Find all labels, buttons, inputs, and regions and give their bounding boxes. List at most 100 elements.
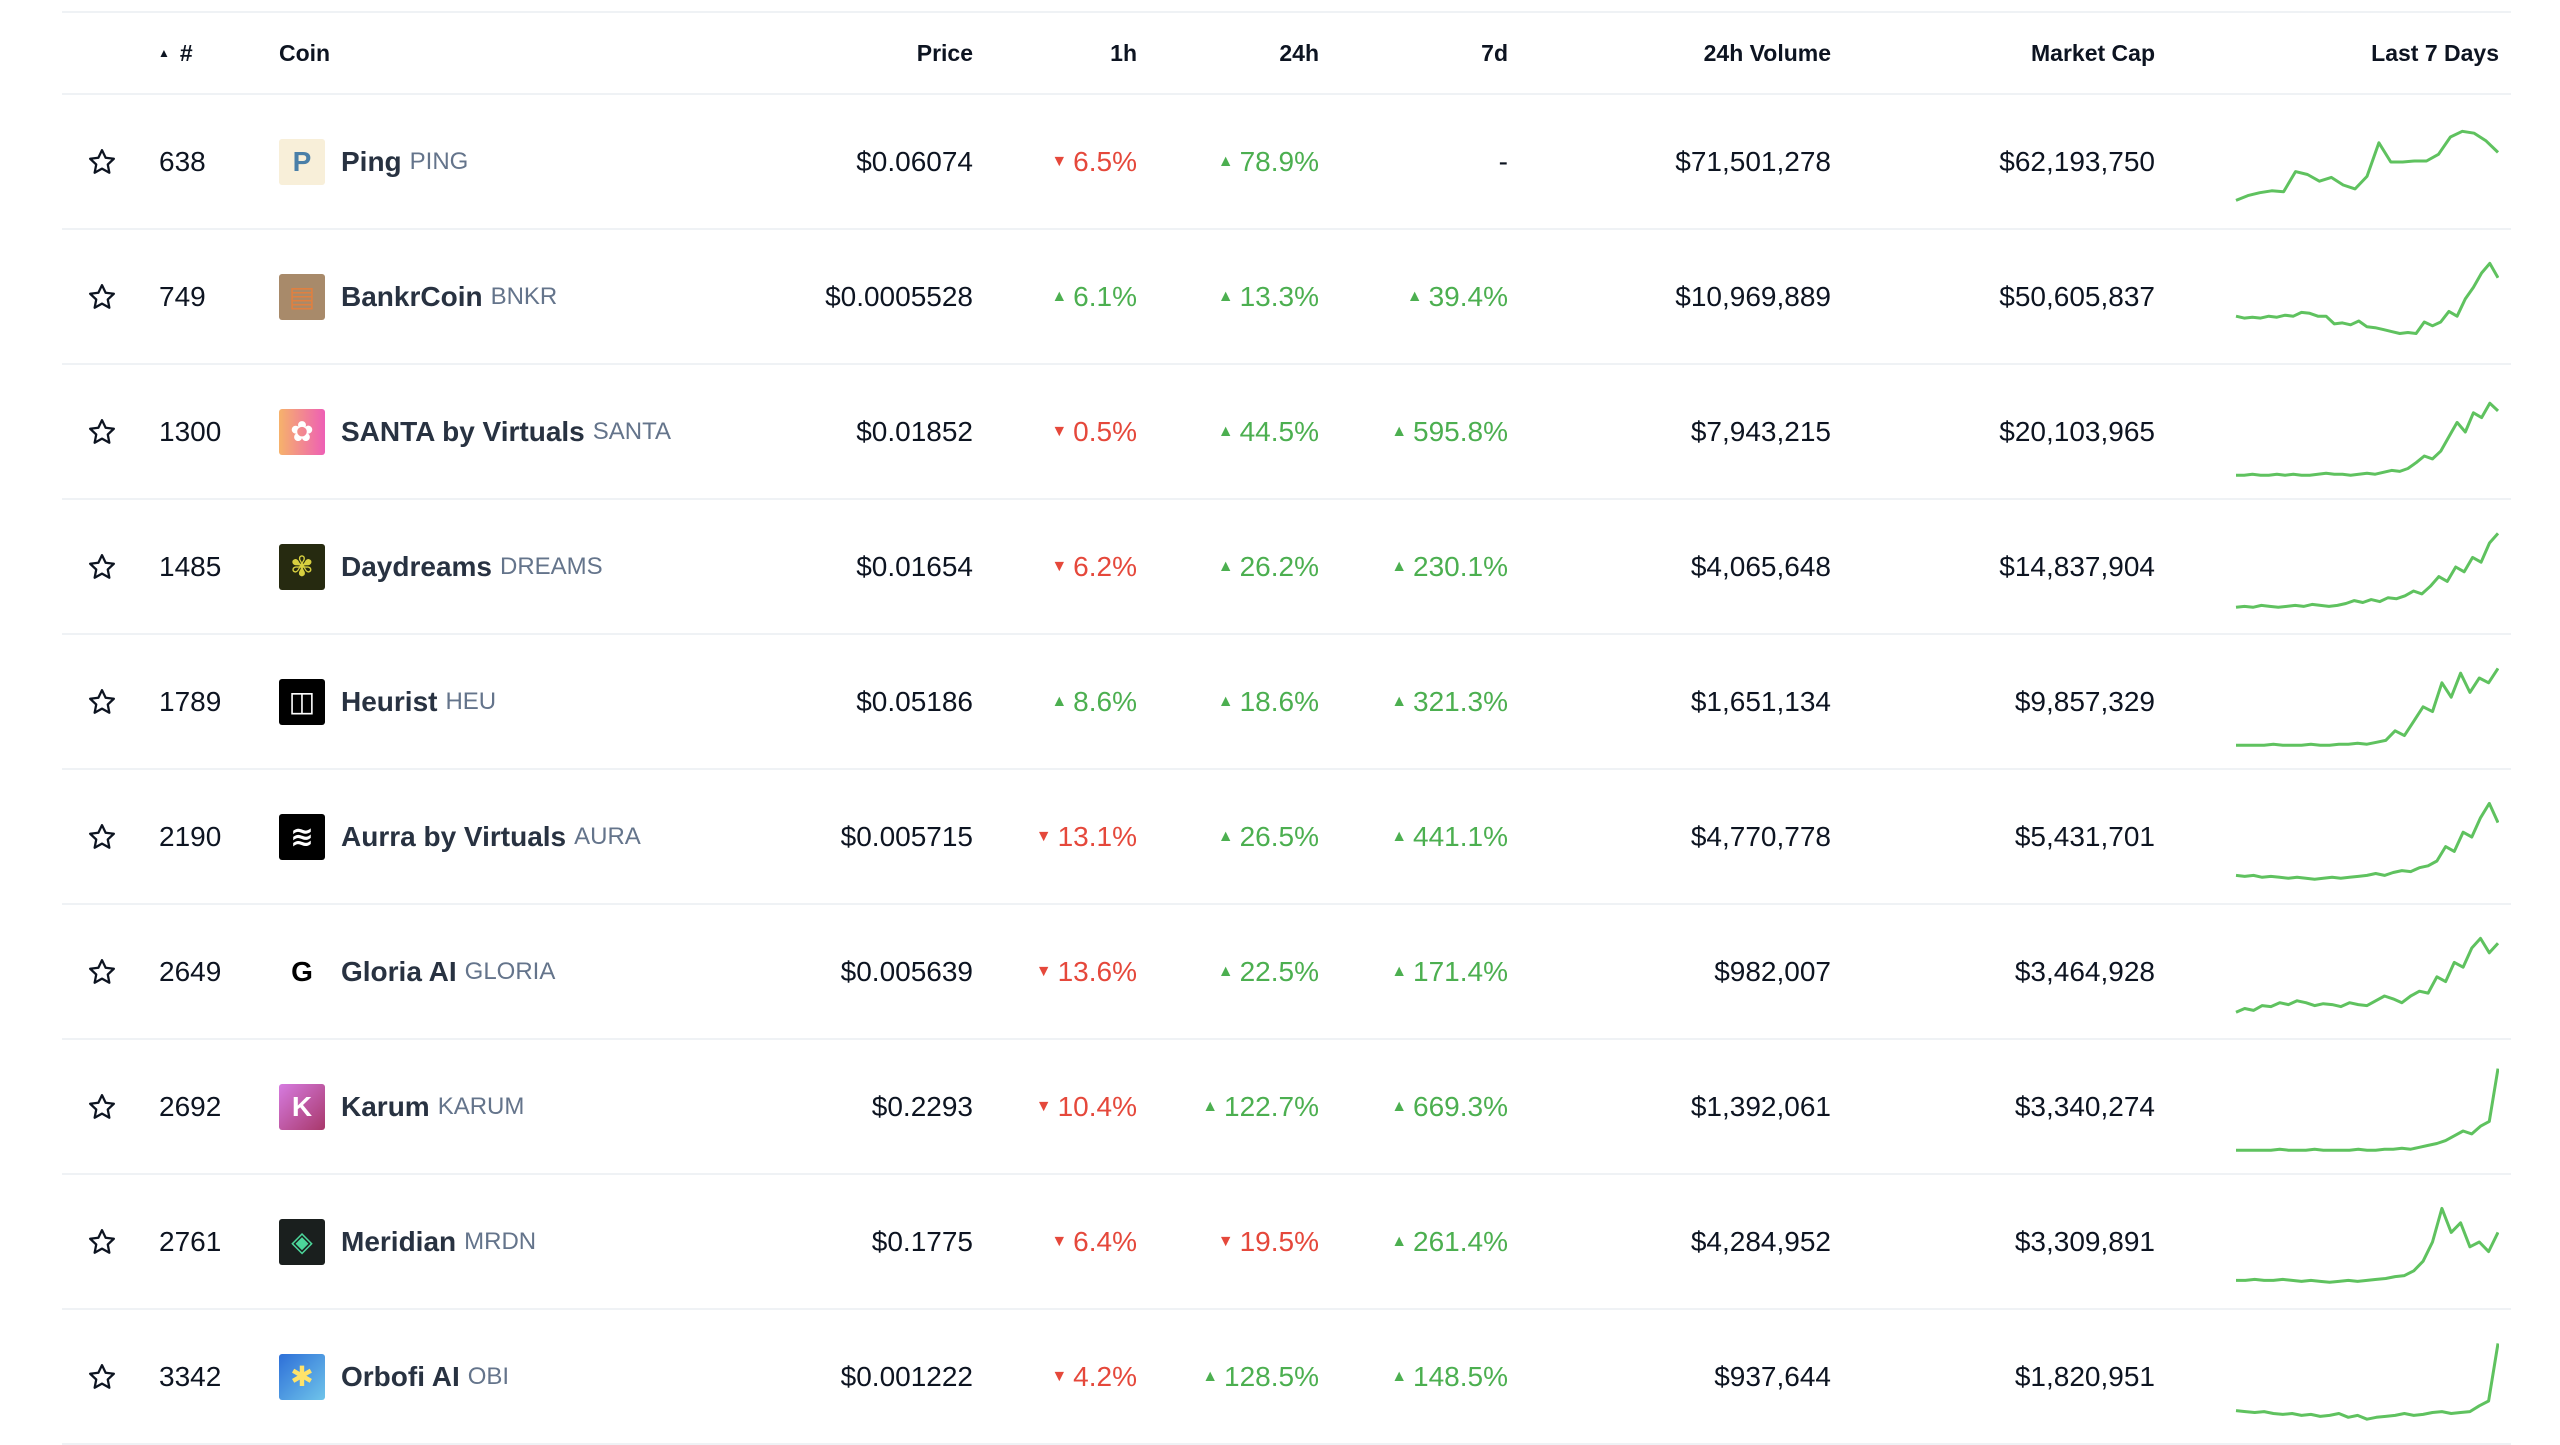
coin-name: Gloria AI [341, 955, 457, 987]
market-cap: $14,837,904 [1999, 550, 2155, 582]
table-row[interactable]: 2692 K Karum KARUM $0.2293 ▼ 10.4% ▲ 122.7%… [62, 1040, 2511, 1175]
coin-link[interactable]: ≋ Aurra by Virtuals AURA [279, 770, 641, 903]
coin-symbol: PING [409, 147, 469, 175]
price: $0.001222 [840, 1360, 973, 1392]
caret-down-icon: ▼ [1051, 557, 1068, 575]
bankrcoin-logo-icon: ▤ [279, 273, 325, 320]
caret-up-icon: ▲ [1406, 287, 1423, 305]
sparkline-line [2235, 801, 2499, 881]
caret-up-icon: ▲ [1391, 1232, 1408, 1250]
change-d7: ▲ 171.4% [1391, 955, 1508, 987]
sparkline [2235, 635, 2499, 768]
karum-logo-icon: K [279, 1083, 325, 1130]
sparkline-line [2235, 936, 2499, 1014]
coin-link[interactable]: G Gloria AI GLORIA [279, 905, 555, 1038]
caret-up-icon: ▲ [1217, 152, 1234, 170]
favorite-star-icon[interactable] [82, 500, 122, 633]
change-h24: ▲ 26.2% [1217, 550, 1319, 582]
coin-name: Karum [341, 1090, 430, 1122]
caret-up-icon: ▲ [1217, 557, 1234, 575]
header-7d[interactable]: 7d [1481, 39, 1508, 66]
favorite-star-icon[interactable] [82, 230, 122, 363]
coin-name: SANTA by Virtuals [341, 415, 585, 447]
caret-up-icon: ▲ [1217, 962, 1234, 980]
daydreams-logo-icon: ✾ [279, 543, 325, 590]
table-row[interactable]: 2649 G Gloria AI GLORIA $0.005639 ▼ 13.6%… [62, 905, 2511, 1040]
caret-down-icon: ▼ [1217, 1232, 1234, 1250]
table-row[interactable]: 2761 ◈ Meridian MRDN $0.1775 ▼ 6.4% ▼ 19.5%… [62, 1175, 2511, 1310]
price: $0.005639 [840, 955, 973, 987]
coin-symbol: DREAMS [499, 552, 603, 580]
coin-symbol: OBI [467, 1362, 510, 1390]
header-coin[interactable]: Coin [279, 39, 331, 66]
coin-link[interactable]: ✾ Daydreams DREAMS [279, 500, 603, 633]
header-1h[interactable]: 1h [1110, 39, 1137, 66]
rank: 749 [159, 280, 206, 312]
market-cap: $62,193,750 [1999, 145, 2155, 177]
caret-up-icon: ▲ [1217, 827, 1234, 845]
caret-up-icon: ▲ [1391, 1097, 1408, 1115]
sparkline-line [2236, 1067, 2499, 1152]
coin-link[interactable]: ◫ Heurist HEU [279, 635, 496, 768]
change-h24: ▲ 26.5% [1217, 820, 1319, 852]
favorite-star-icon[interactable] [82, 1175, 122, 1308]
header-rank: # [179, 39, 193, 66]
coin-link[interactable]: ✿ SANTA by Virtuals SANTA [279, 365, 671, 498]
coin-link[interactable]: ◈ Meridian MRDN [279, 1175, 536, 1308]
change-d7: ▲ 321.3% [1391, 685, 1508, 717]
coin-link[interactable]: ✱ Orbofi AI OBI [279, 1310, 509, 1443]
favorite-star-icon[interactable] [82, 365, 122, 498]
market-cap: $5,431,701 [2014, 820, 2155, 852]
header-24h[interactable]: 24h [1279, 39, 1319, 66]
table-row[interactable]: 749 ▤ BankrCoin BNKR $0.0005528 ▲ 6.1% ▲ 13… [62, 230, 2511, 365]
caret-up-icon: ▲ [1391, 422, 1408, 440]
caret-up-icon: ▲ [1391, 692, 1408, 710]
favorite-star-icon[interactable] [82, 1310, 122, 1443]
coin-symbol: KARUM [437, 1092, 525, 1120]
coin-link[interactable]: P Ping PING [279, 95, 468, 228]
santa-logo-icon: ✿ [279, 408, 325, 455]
coin-symbol: BNKR [490, 282, 558, 310]
rank: 638 [159, 145, 206, 177]
table-row[interactable]: 3342 ✱ Orbofi AI OBI $0.001222 ▼ 4.2% ▲ 128… [62, 1310, 2511, 1445]
header-market-cap[interactable]: Market Cap [2031, 39, 2155, 66]
table-row[interactable]: 638 P Ping PING $0.06074 ▼ 6.5% ▲ 78.9% - $7… [62, 95, 2511, 230]
change-h24: ▲ 13.3% [1217, 280, 1319, 312]
meridian-logo-icon: ◈ [279, 1218, 325, 1265]
volume: $4,284,952 [1690, 1225, 1831, 1257]
favorite-star-icon[interactable] [82, 635, 122, 768]
sparkline [2235, 1040, 2499, 1173]
favorite-star-icon[interactable] [82, 770, 122, 903]
coin-symbol: MRDN [464, 1227, 537, 1255]
coin-link[interactable]: ▤ BankrCoin BNKR [279, 230, 557, 363]
caret-up-icon: ▲ [1217, 422, 1234, 440]
sparkline-line [2235, 1342, 2499, 1421]
header-price[interactable]: Price [916, 39, 973, 66]
table-row[interactable]: 1300 ✿ SANTA by Virtuals SANTA $0.01852 … [62, 365, 2511, 500]
change-h1: ▼ 10.4% [1035, 1090, 1137, 1122]
table-row[interactable]: 2190 ≋ Aurra by Virtuals AURA $0.005715 … [62, 770, 2511, 905]
change-h1: ▼ 6.4% [1051, 1225, 1137, 1257]
market-cap: $3,464,928 [2014, 955, 2155, 987]
sort-by-rank[interactable]: ▲ # [158, 13, 262, 93]
table-row[interactable]: 1789 ◫ Heurist HEU $0.05186 ▲ 8.6% ▲ 18.6% ▲… [62, 635, 2511, 770]
coin-symbol: AURA [574, 822, 641, 850]
caret-up-icon: ▲ [1391, 827, 1408, 845]
header-last-7-days: Last 7 Days [2371, 39, 2499, 66]
favorite-star-icon[interactable] [82, 905, 122, 1038]
change-d7: ▲ 148.5% [1391, 1360, 1508, 1392]
header-volume[interactable]: 24h Volume [1703, 39, 1831, 66]
table-row[interactable]: 1485 ✾ Daydreams DREAMS $0.01654 ▼ 6.2% ▲ 2… [62, 500, 2511, 635]
price: $0.06074 [856, 145, 973, 177]
rank: 1300 [159, 415, 222, 447]
gloria-logo-icon: G [279, 948, 325, 995]
coin-link[interactable]: K Karum KARUM [279, 1040, 524, 1173]
favorite-star-icon[interactable] [82, 1040, 122, 1173]
volume: $982,007 [1714, 955, 1831, 987]
sparkline-chart [2235, 801, 2499, 881]
sparkline-chart [2235, 261, 2499, 335]
change-d7: ▲ 441.1% [1391, 820, 1508, 852]
coins-table: ▲ # Coin Price 1h 24h 7d 24h Volume Mark… [62, 11, 2511, 1445]
favorite-star-icon[interactable] [82, 95, 122, 228]
coin-symbol: HEU [445, 687, 497, 715]
